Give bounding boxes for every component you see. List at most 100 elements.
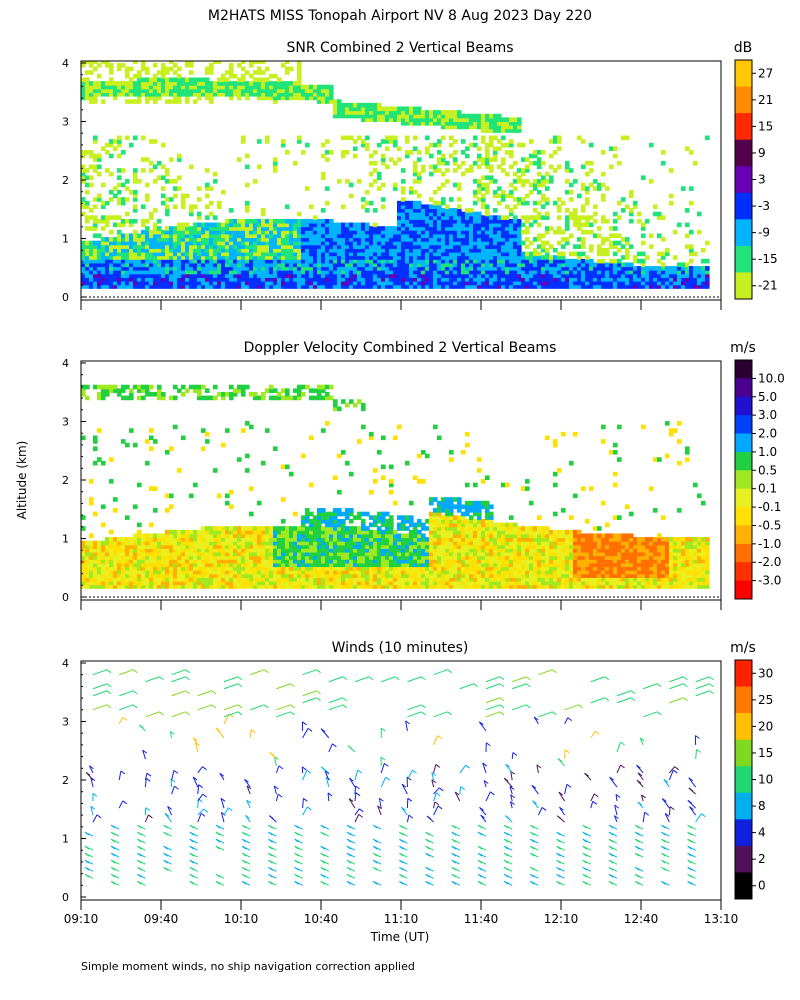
snr-cell <box>441 276 446 282</box>
snr-cell <box>573 211 578 217</box>
doppler-cell <box>161 573 166 578</box>
snr-cell <box>545 229 550 235</box>
snr-cell <box>293 229 298 235</box>
snr-cell <box>113 84 118 90</box>
doppler-cell <box>273 388 278 393</box>
snr-cell <box>457 110 462 115</box>
snr-cell <box>361 204 366 210</box>
snr-cell <box>357 276 362 282</box>
snr-cell <box>681 284 686 289</box>
snr-cell <box>673 266 678 271</box>
snr-cell <box>377 171 382 177</box>
snr-cell <box>513 262 518 268</box>
snr-cell <box>241 269 246 275</box>
snr-cell <box>189 61 194 64</box>
snr-cell <box>125 84 130 90</box>
snr-cell <box>149 240 154 246</box>
snr-cell <box>689 258 694 264</box>
snr-cell <box>109 84 114 90</box>
snr-cell <box>117 142 122 148</box>
snr-cell <box>501 258 506 264</box>
snr-cell <box>357 135 362 141</box>
doppler-cell <box>101 576 106 582</box>
snr-cell <box>249 222 254 228</box>
snr-cell <box>661 266 666 271</box>
snr-cell <box>701 258 706 264</box>
snr-cell <box>177 77 182 83</box>
snr-cell <box>145 95 150 101</box>
snr-cell <box>373 262 378 268</box>
doppler-cell <box>137 551 142 557</box>
snr-cell <box>517 240 522 246</box>
snr-cell <box>237 251 242 257</box>
snr-cell <box>445 269 450 275</box>
snr-cell <box>381 262 386 268</box>
snr-cell <box>321 88 326 93</box>
doppler-cell <box>117 566 122 571</box>
doppler-cell <box>97 576 102 582</box>
snr-cell <box>117 251 122 257</box>
doppler-cell <box>105 562 110 568</box>
snr-cell <box>185 81 190 86</box>
snr-cell <box>473 273 478 278</box>
snr-cell <box>213 222 218 228</box>
doppler-cell <box>109 529 114 535</box>
snr-cell <box>557 229 562 235</box>
snr-cell <box>137 269 142 275</box>
snr-cell <box>609 276 614 282</box>
snr-cell <box>509 117 514 122</box>
snr-cell <box>469 276 474 282</box>
snr-cell <box>565 189 570 195</box>
doppler-cell <box>209 526 214 531</box>
doppler-cell <box>301 555 306 560</box>
doppler-cell <box>149 547 154 553</box>
snr-cell <box>177 251 182 257</box>
snr-cell <box>545 171 550 177</box>
snr-cell <box>585 255 590 260</box>
snr-cell <box>389 247 394 253</box>
snr-cell <box>189 247 194 253</box>
snr-cell <box>693 160 698 166</box>
snr-cell <box>105 284 110 289</box>
snr-cell <box>449 218 454 224</box>
snr-cell <box>293 91 298 97</box>
snr-cell <box>581 186 586 191</box>
snr-cell <box>281 280 286 286</box>
doppler-cell <box>125 562 130 568</box>
snr-cell <box>481 182 486 188</box>
doppler-cell <box>277 395 282 401</box>
snr-cell <box>501 226 506 231</box>
doppler-cell <box>125 558 130 564</box>
snr-cell <box>649 273 654 278</box>
snr-cell <box>365 266 370 271</box>
snr-cell <box>365 142 370 148</box>
snr-cell <box>469 208 474 213</box>
snr-cell <box>289 244 294 249</box>
snr-cell <box>321 142 326 148</box>
snr-cell <box>477 266 482 271</box>
doppler-cell <box>261 555 266 560</box>
doppler-cell <box>113 558 118 564</box>
doppler-cell <box>157 537 162 542</box>
snr-cell <box>529 222 534 228</box>
snr-cell <box>93 269 98 275</box>
snr-cell <box>125 266 130 271</box>
snr-cell <box>553 262 558 268</box>
snr-cell <box>553 266 558 271</box>
snr-cell <box>401 215 406 220</box>
snr-cell <box>133 208 138 213</box>
snr-cell <box>501 157 506 162</box>
snr-cell <box>181 276 186 282</box>
snr-cell <box>501 197 506 202</box>
doppler-cell <box>169 566 174 571</box>
snr-cell <box>409 218 414 224</box>
snr-cell <box>197 186 202 191</box>
snr-cell <box>149 273 154 278</box>
snr-cell <box>509 208 514 213</box>
doppler-cell <box>265 566 270 571</box>
snr-cell <box>153 164 158 170</box>
snr-cell <box>305 240 310 246</box>
snr-cell <box>449 153 454 159</box>
snr-cell <box>409 233 414 239</box>
snr-cell <box>425 280 430 286</box>
